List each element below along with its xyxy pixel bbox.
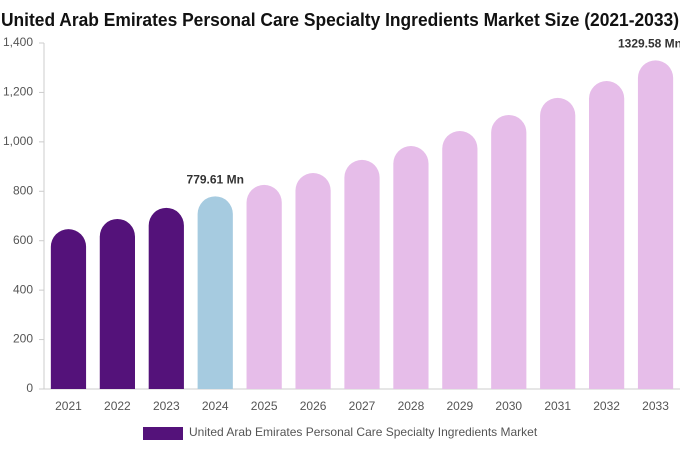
y-tick-label: 1,000 — [3, 134, 33, 148]
x-tick-label: 2021 — [55, 399, 82, 413]
x-tick-label: 2024 — [202, 399, 229, 413]
y-tick-label: 0 — [26, 381, 33, 395]
x-tick-label: 2032 — [593, 399, 620, 413]
bar — [246, 184, 282, 389]
legend-swatch — [143, 427, 183, 440]
x-tick-label: 2025 — [251, 399, 278, 413]
x-tick-label: 2028 — [398, 399, 425, 413]
x-tick-label: 2031 — [544, 399, 571, 413]
bar — [344, 159, 380, 389]
bar — [393, 146, 429, 389]
y-tick-label: 400 — [13, 282, 33, 296]
y-tick-label: 1,200 — [3, 85, 33, 99]
x-tick-label: 2022 — [104, 399, 131, 413]
x-tick-label: 2033 — [642, 399, 669, 413]
bar — [148, 207, 184, 389]
bar — [442, 130, 478, 390]
x-tick-label: 2030 — [495, 399, 522, 413]
bar — [99, 218, 135, 389]
bar — [491, 114, 527, 389]
x-tick-label: 2026 — [300, 399, 327, 413]
value-label: 779.61 Mn — [187, 172, 244, 186]
bar — [50, 229, 87, 389]
bar — [540, 97, 576, 389]
y-tick-label: 800 — [13, 183, 33, 197]
x-tick-label: 2027 — [349, 399, 376, 413]
value-label: 1329.58 Mn — [618, 37, 680, 51]
y-tick-label: 1,400 — [3, 35, 33, 49]
bar — [589, 81, 625, 390]
legend-label: United Arab Emirates Personal Care Speci… — [189, 425, 538, 439]
bar — [295, 172, 331, 389]
x-tick-label: 2023 — [153, 399, 180, 413]
y-tick-label: 600 — [13, 233, 33, 247]
chart-title: United Arab Emirates Personal Care Speci… — [1, 10, 679, 30]
y-tick-label: 200 — [13, 332, 33, 346]
x-tick-label: 2029 — [446, 399, 473, 413]
bar — [637, 60, 674, 389]
bar — [197, 196, 233, 389]
